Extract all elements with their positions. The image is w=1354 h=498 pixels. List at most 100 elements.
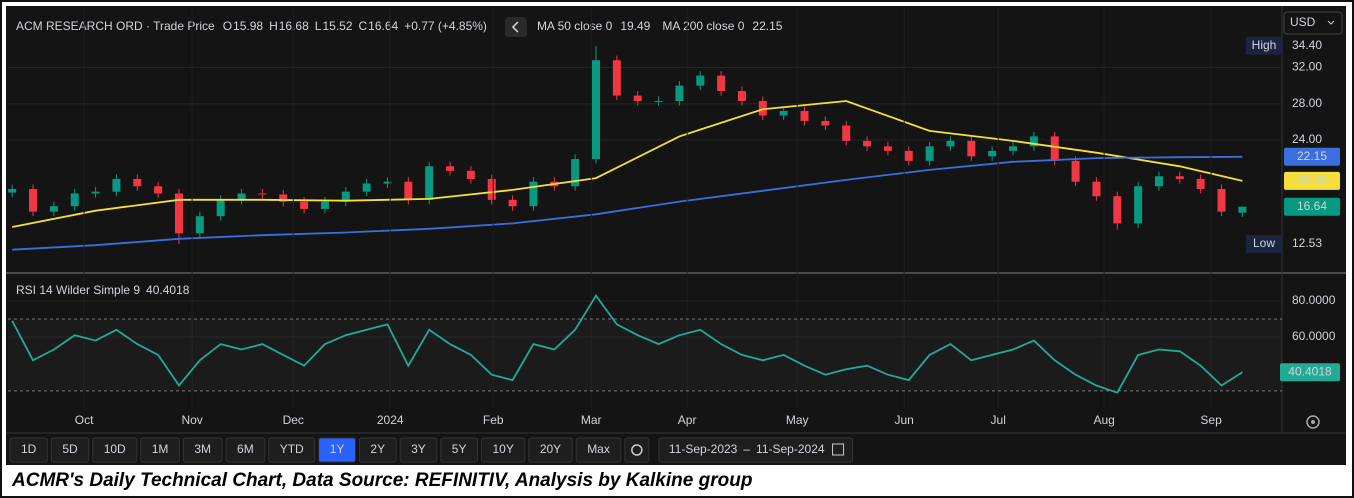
range-button-label[interactable]: 1D <box>21 442 37 456</box>
range-button-label[interactable]: 3Y <box>411 442 426 456</box>
price-marker-label: 22.15 <box>1297 149 1327 163</box>
x-tick-label: May <box>786 413 809 427</box>
price-marker-box <box>1284 197 1340 216</box>
candle-body <box>800 110 809 121</box>
range-button[interactable] <box>575 437 622 463</box>
caption: ACMR's Daily Technical Chart, Data Sourc… <box>11 470 752 491</box>
range-button-label[interactable]: 5Y <box>452 442 467 456</box>
candle-body <box>174 193 183 234</box>
range-button[interactable] <box>140 437 180 463</box>
range-button-label[interactable]: Max <box>587 442 610 456</box>
y-tick-label: 60.0000 <box>1292 329 1336 343</box>
candle-body <box>8 188 17 193</box>
candle-body <box>466 170 475 179</box>
candle-body <box>925 146 934 161</box>
candle-body <box>1196 178 1205 189</box>
x-tick-label: Nov <box>181 413 202 427</box>
range-button-label[interactable]: 10D <box>104 442 126 456</box>
candle-body <box>300 201 309 209</box>
x-tick-label: 2024 <box>377 413 404 427</box>
candle-body <box>320 201 329 209</box>
range-button-label[interactable]: 2Y <box>370 442 385 456</box>
candle-body <box>612 60 621 96</box>
chart-settings-button[interactable] <box>624 437 650 463</box>
moving-average-line <box>12 100 1243 228</box>
ohlc-label: H <box>269 19 278 33</box>
candle-body <box>758 101 767 116</box>
indicator-title: RSI 14 Wilder Simple 9 <box>16 283 140 297</box>
date-range-box[interactable] <box>658 437 854 463</box>
settings-icon[interactable] <box>1306 415 1320 429</box>
range-button-label[interactable]: 1M <box>152 442 169 456</box>
price-marker-box <box>1280 363 1340 382</box>
range-button[interactable] <box>399 437 438 463</box>
range-button[interactable] <box>440 437 478 463</box>
range-button-label[interactable]: 1Y <box>330 442 345 456</box>
y-tick-label: 32.00 <box>1292 60 1322 74</box>
candle-body <box>1113 196 1122 224</box>
range-button-label[interactable]: 5D <box>62 442 78 456</box>
range-button[interactable] <box>480 437 526 463</box>
candle-body <box>487 178 496 200</box>
candle-body <box>112 178 121 192</box>
price-marker-label: 19.49 <box>1297 173 1327 187</box>
candle-body <box>904 150 913 161</box>
range-button[interactable] <box>358 437 397 463</box>
range-button[interactable] <box>225 437 266 463</box>
range-button[interactable] <box>528 437 573 463</box>
x-tick-label: Apr <box>678 413 697 427</box>
candle-body <box>29 188 38 212</box>
candle-body <box>821 120 830 126</box>
ohlc-value: 15.98 <box>233 19 263 33</box>
ohlc-label: O <box>223 19 232 33</box>
range-button[interactable] <box>318 437 356 463</box>
range-button-label[interactable]: 10Y <box>492 442 513 456</box>
x-tick-label: Dec <box>283 413 304 427</box>
candle-body <box>967 140 976 157</box>
date-to: 11-Sep-2024 <box>756 442 825 456</box>
range-button[interactable] <box>268 437 316 463</box>
gear-icon <box>631 444 643 456</box>
candle-body <box>258 193 267 195</box>
candle-body <box>696 75 705 86</box>
candle-body <box>675 85 684 102</box>
low-marker-box <box>1246 234 1282 253</box>
range-button-label[interactable]: YTD <box>280 442 304 456</box>
x-tick-label: Jun <box>894 413 913 427</box>
symbol-title: ACM RESEARCH ORD · Trade Price <box>16 19 215 33</box>
range-button[interactable] <box>92 437 138 463</box>
low-marker-value: 12.53 <box>1292 236 1322 250</box>
x-tick-label: Mar <box>581 413 602 427</box>
range-button-label[interactable]: 6M <box>237 442 254 456</box>
y-tick-label: 80.0000 <box>1292 293 1336 307</box>
candle-body <box>1092 181 1101 197</box>
ohlc-value: 16.64 <box>368 19 398 33</box>
range-button-label[interactable]: 20Y <box>540 442 561 456</box>
candle-body <box>425 166 434 200</box>
candle-body <box>633 95 642 102</box>
candle-body <box>279 194 288 202</box>
range-button[interactable] <box>9 437 48 463</box>
candle-body <box>1050 136 1059 161</box>
legend-value: 22.15 <box>752 19 782 33</box>
collapse-button[interactable] <box>504 17 527 37</box>
currency-selector[interactable] <box>1283 11 1343 35</box>
range-button-label[interactable]: 3M <box>194 442 211 456</box>
range-button[interactable] <box>50 437 90 463</box>
price-change: +0.77 (+4.85%) <box>404 19 487 33</box>
candle-body <box>154 186 163 194</box>
high-marker-label: High <box>1252 38 1277 52</box>
y-tick-label: 28.00 <box>1292 96 1322 110</box>
candle-body <box>237 193 246 200</box>
price-marker-box <box>1284 147 1340 166</box>
candle-body <box>946 140 955 147</box>
candle-body <box>988 150 997 157</box>
price-marker-label: 16.64 <box>1297 199 1327 213</box>
indicator-value: 40.4018 <box>146 283 190 297</box>
candle-body <box>529 181 538 207</box>
range-button[interactable] <box>182 437 223 463</box>
candle-body <box>383 181 392 184</box>
ohlc-value: 15.52 <box>322 19 352 33</box>
